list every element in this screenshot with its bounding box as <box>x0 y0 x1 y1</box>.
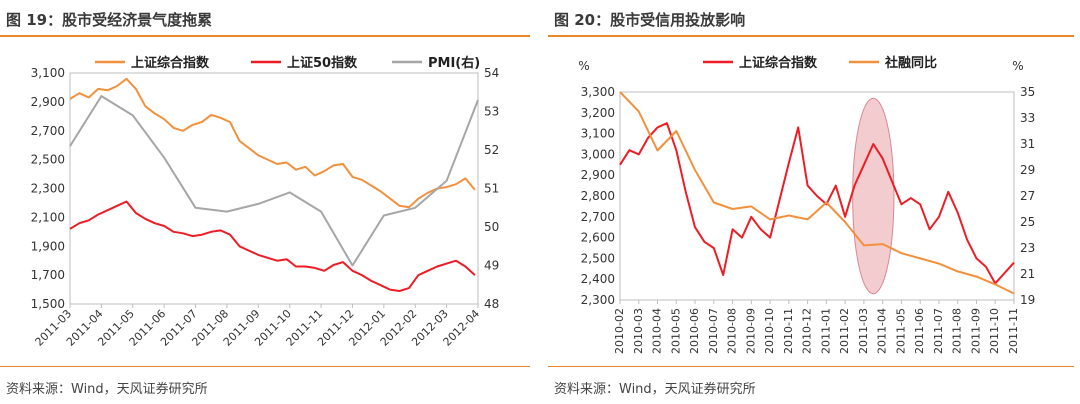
x-tick-label: 2010-02 <box>613 308 626 354</box>
y-left-tick-label: 2,600 <box>581 231 615 245</box>
y-right-tick-label: 51 <box>484 182 499 196</box>
x-tick-label: 2011-10 <box>988 308 1001 354</box>
plot-frame <box>69 72 479 305</box>
y-left-tick-label: 2,900 <box>581 168 615 182</box>
y-left-tick-label: 3,000 <box>581 147 615 161</box>
y-right-tick-label: 54 <box>484 66 499 80</box>
legend-label: PMI(右) <box>428 55 480 71</box>
x-tick-label: 2011-09 <box>969 308 982 354</box>
x-tick-label: 2010-04 <box>651 308 664 354</box>
y-left-unit: % <box>578 59 589 73</box>
y-right-tick-label: 48 <box>484 297 499 311</box>
series-line-left <box>619 122 1015 285</box>
x-tick-label: 2010-11 <box>782 308 795 354</box>
figure-title: 图 19：股市受经济景气度拖累 <box>6 11 213 29</box>
x-tick-label: 2011-08 <box>951 308 964 354</box>
y-left-tick-label: 2,400 <box>581 272 615 286</box>
stock-pmi-chart: 1,500 1,700 1,900 2,100 2,300 2,500 2,700 2,900… <box>31 55 500 349</box>
y-left-tick-label: 3,100 <box>581 127 615 141</box>
x-tick-label: 2010-07 <box>707 308 720 354</box>
source-note: 资料来源：Wind，天风证券研究所 <box>554 382 756 397</box>
highlight-ellipse <box>852 97 895 295</box>
y-right-tick-label: 25 <box>1020 215 1035 229</box>
x-tick-label: 2011-06 <box>913 308 926 354</box>
y-left-tick-label: 1,900 <box>31 239 65 253</box>
x-tick-label: 2011-11 <box>1007 308 1020 354</box>
y-right-tick-label: 29 <box>1020 163 1035 177</box>
y-left-tick-label: 3,200 <box>581 106 615 120</box>
plot-frame <box>619 91 1015 301</box>
x-tick-label: 2010-09 <box>744 308 757 354</box>
y-right-tick-label: 27 <box>1020 189 1035 203</box>
y-right-tick-label: 53 <box>484 105 499 119</box>
y-left-tick-label: 2,700 <box>581 210 615 224</box>
y-right-unit: % <box>1012 59 1023 73</box>
x-tick-label: 2010-08 <box>726 308 739 354</box>
x-tick-label: 2010-03 <box>632 308 645 354</box>
title-rule <box>548 35 1074 37</box>
y-left-tick-label: 2,500 <box>31 153 65 167</box>
y-left-tick-label: 3,300 <box>581 85 615 99</box>
stock-credit-chart: 2,300 2,400 2,500 2,600 2,700 2,800 2,900 3,000… <box>578 55 1035 354</box>
y-right-tick-label: 35 <box>1020 85 1035 99</box>
legend-label: 社融同比 <box>884 55 937 71</box>
x-tick-label: 2010-06 <box>688 308 701 354</box>
x-tick-label: 2011-02 <box>838 308 851 354</box>
x-tick-label: 2010-12 <box>801 308 814 354</box>
x-tick-label: 2011-03 <box>857 308 870 354</box>
source-rule <box>0 366 530 367</box>
y-left-tick-label: 2,700 <box>31 124 65 138</box>
x-tick-label: 2011-04 <box>876 308 889 354</box>
x-tick-label: 2010-10 <box>763 308 776 354</box>
x-tick-label: 2011-01 <box>819 308 832 354</box>
legend-label: 上证综合指数 <box>739 55 818 71</box>
x-tick-label: 2011-07 <box>932 308 945 354</box>
y-right-tick-label: 23 <box>1020 241 1035 255</box>
legend-label: 上证50指数 <box>287 55 358 71</box>
y-left-tick-label: 2,100 <box>31 210 65 224</box>
y-right-tick-label: 31 <box>1020 137 1035 151</box>
y-right-tick-label: 49 <box>484 259 499 273</box>
series-line-left <box>69 200 476 292</box>
title-rule <box>0 35 530 37</box>
y-left-tick-label: 3,100 <box>31 66 65 80</box>
series-line-left <box>69 77 476 209</box>
series-line-right <box>69 95 479 267</box>
y-right-tick-label: 33 <box>1020 111 1035 125</box>
series-line-right <box>619 91 1015 295</box>
y-right-tick-label: 21 <box>1020 267 1035 281</box>
source-rule <box>548 366 1074 367</box>
y-left-tick-label: 1,700 <box>31 268 65 282</box>
figure-19-panel: 图 19：股市受经济景气度拖累 1,500 1,700 1,900 2,100 2,30… <box>0 11 530 397</box>
y-left-tick-label: 2,300 <box>31 182 65 196</box>
y-left-tick-label: 2,300 <box>581 293 615 307</box>
x-tick-label: 2010-05 <box>669 308 682 354</box>
y-left-tick-label: 2,800 <box>581 189 615 203</box>
y-right-tick-label: 50 <box>484 220 499 234</box>
legend-label: 上证综合指数 <box>131 55 210 71</box>
y-left-tick-label: 2,500 <box>581 251 615 265</box>
x-tick-label: 2011-05 <box>894 308 907 354</box>
source-note: 资料来源：Wind，天风证券研究所 <box>6 382 208 397</box>
y-left-tick-label: 1,500 <box>31 297 65 311</box>
figure-title: 图 20：股市受信用投放影响 <box>554 11 746 29</box>
y-right-tick-label: 52 <box>484 143 499 157</box>
figure-20-panel: 图 20：股市受信用投放影响 2,300 2,400 2,500 2,600 2,700… <box>548 0 1080 404</box>
y-right-tick-label: 19 <box>1020 293 1035 307</box>
y-left-tick-label: 2,900 <box>31 95 65 109</box>
